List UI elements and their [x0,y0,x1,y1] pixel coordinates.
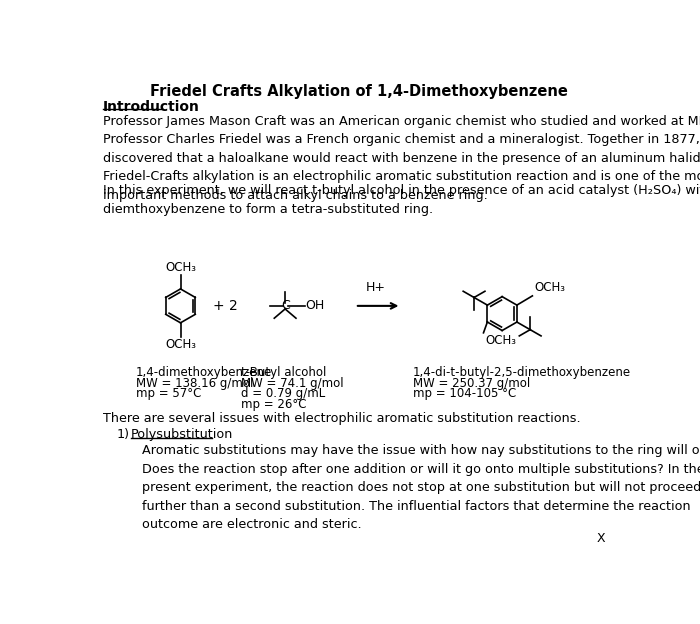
Text: Professor James Mason Craft was an American organic chemist who studied and work: Professor James Mason Craft was an Ameri… [103,115,700,202]
Text: X: X [596,532,605,545]
Text: OCH₃: OCH₃ [534,281,565,295]
Text: Polysubstitution: Polysubstitution [131,427,233,441]
Text: H+: H+ [366,281,386,295]
Text: d = 0.79 g/mL: d = 0.79 g/mL [241,388,326,401]
Text: Friedel Crafts Alkylation of 1,4-Dimethoxybenzene: Friedel Crafts Alkylation of 1,4-Dimetho… [150,84,568,99]
Text: 1,4-dimethoxybenzene: 1,4-dimethoxybenzene [136,366,272,379]
Text: + 2: + 2 [213,299,238,313]
Text: MW = 250.37 g/mol: MW = 250.37 g/mol [413,377,531,390]
Text: mp = 57°C: mp = 57°C [136,388,201,401]
Text: 1): 1) [117,427,130,441]
Text: OH: OH [305,300,325,313]
Text: t-Butyl alcohol: t-Butyl alcohol [241,366,326,379]
Text: Aromatic substitutions may have the issue with how nay substitutions to the ring: Aromatic substitutions may have the issu… [141,444,700,532]
Text: mp = 26°C: mp = 26°C [241,398,307,411]
Text: OCH₃: OCH₃ [165,338,196,351]
Text: Introduction: Introduction [103,99,200,114]
Text: In this experiment, we will react t-butyl alcohol in the presence of an acid cat: In this experiment, we will react t-buty… [103,184,700,216]
Text: OCH₃: OCH₃ [485,334,516,348]
Text: C: C [281,300,290,313]
Text: There are several issues with electrophilic aromatic substitution reactions.: There are several issues with electrophi… [103,412,580,425]
Text: 1,4-di-t-butyl-2,5-dimethoxybenzene: 1,4-di-t-butyl-2,5-dimethoxybenzene [413,366,631,379]
Text: mp = 104-105 °C: mp = 104-105 °C [413,388,517,401]
Text: MW = 138.16 g/mol: MW = 138.16 g/mol [136,377,253,390]
Text: OCH₃: OCH₃ [165,261,196,273]
Text: MW = 74.1 g/mol: MW = 74.1 g/mol [241,377,344,390]
